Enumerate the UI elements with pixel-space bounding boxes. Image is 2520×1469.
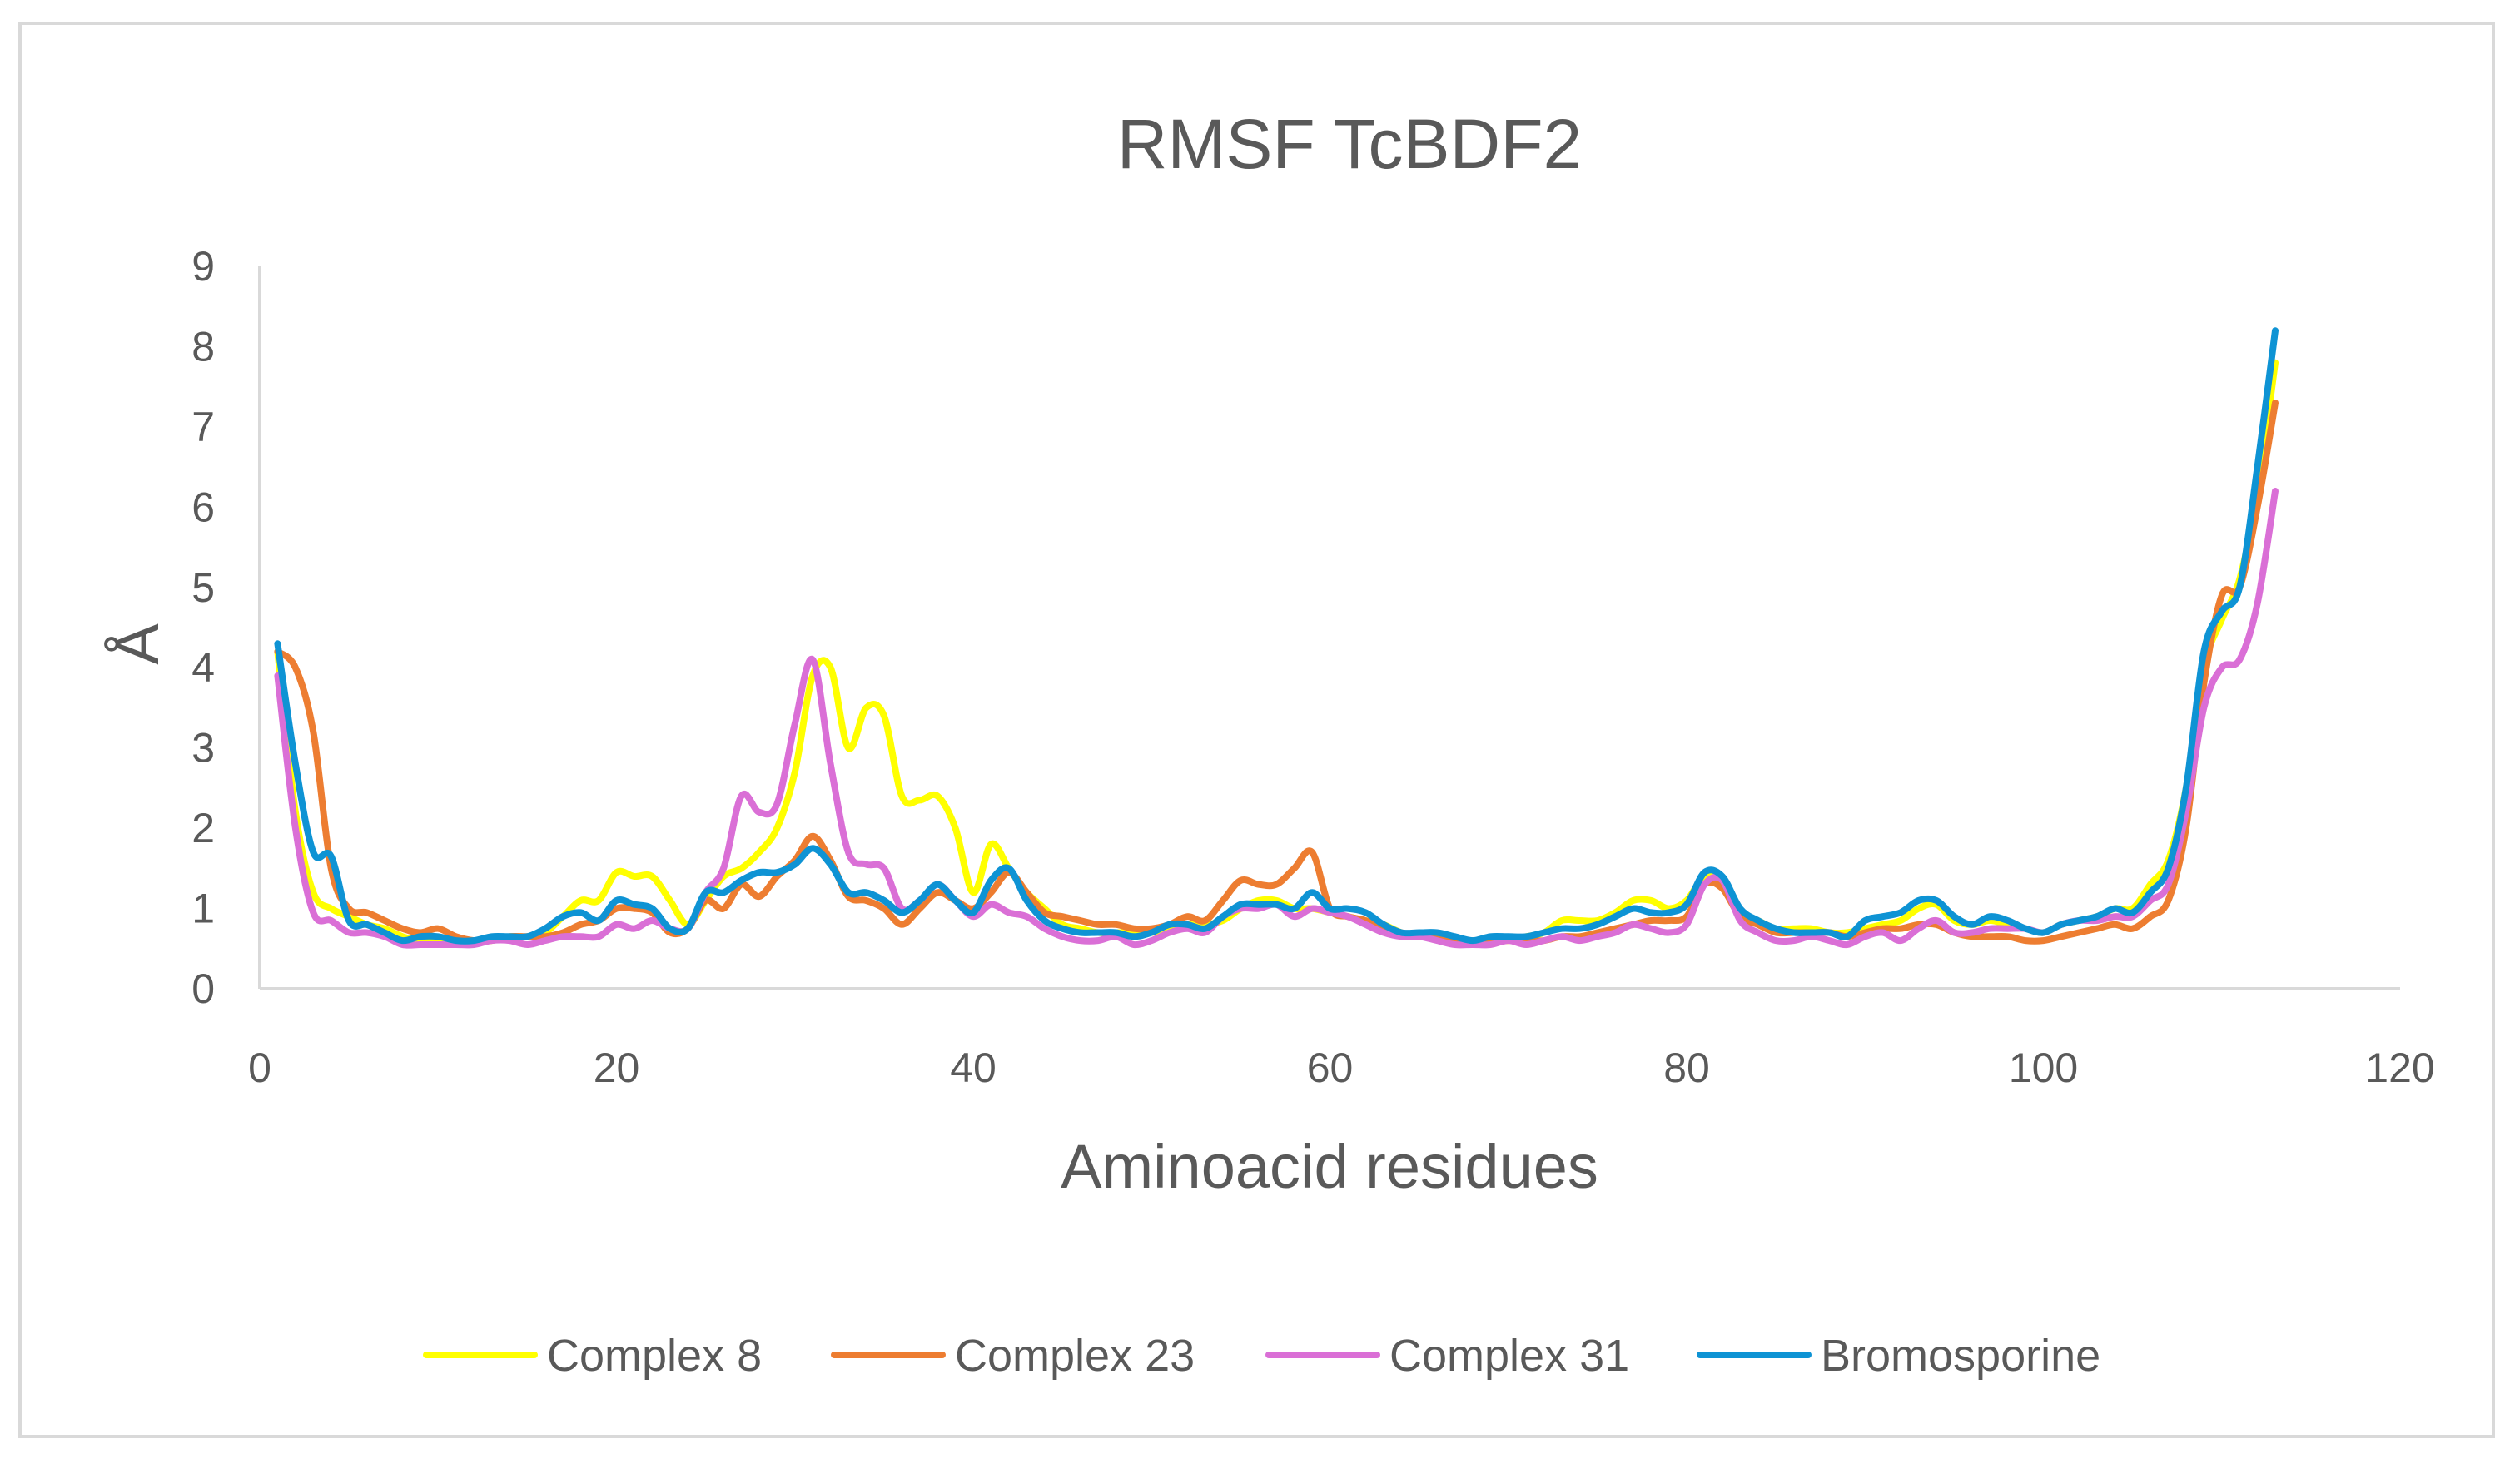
y-axis-ticks: 0 1 2 3 4 5 6 7 8 9 <box>191 243 215 1012</box>
x-tick-label: 20 <box>594 1045 640 1091</box>
y-tick-label: 8 <box>191 323 215 370</box>
legend-label: Complex 23 <box>955 1331 1195 1381</box>
x-tick-label: 0 <box>248 1045 271 1091</box>
legend: Complex 8 Complex 23 Complex 31 Bromosporin… <box>423 1331 2100 1381</box>
chart-title: RMSF TcBDF2 <box>1117 105 1583 183</box>
x-tick-label: 60 <box>1307 1045 1354 1091</box>
series-line-complex-23 <box>274 400 2279 945</box>
series-line-complex-8 <box>274 359 2279 945</box>
x-tick-label: 120 <box>2365 1045 2434 1091</box>
y-tick-label: 7 <box>191 404 215 450</box>
legend-item-complex-31: Complex 31 <box>1265 1331 1629 1381</box>
series-line-complex-31 <box>274 488 2279 949</box>
y-tick-label: 0 <box>191 965 215 1012</box>
y-tick-label: 9 <box>191 243 215 290</box>
x-tick-label: 80 <box>1663 1045 1710 1091</box>
y-tick-label: 2 <box>191 805 215 851</box>
legend-label: Bromosporine <box>1821 1331 2100 1381</box>
chart-frame <box>18 22 2495 1438</box>
y-tick-label: 3 <box>191 725 215 772</box>
series-lines <box>274 327 2279 949</box>
x-axis-ticks: 0 20 40 60 80 100 120 <box>248 1045 2435 1091</box>
y-tick-label: 6 <box>191 484 215 530</box>
legend-item-complex-23: Complex 23 <box>831 1331 1195 1381</box>
legend-item-complex-8: Complex 8 <box>423 1331 762 1381</box>
x-axis-title: Aminoacid residues <box>1061 1132 1598 1201</box>
x-tick-label: 100 <box>2009 1045 2078 1091</box>
y-axis-title: Å <box>102 623 171 665</box>
legend-item-bromosporine: Bromosporine <box>1697 1331 2100 1381</box>
y-tick-label: 5 <box>191 564 215 611</box>
series-line-bromosporine <box>274 327 2279 945</box>
legend-label: Complex 31 <box>1389 1331 1629 1381</box>
x-tick-label: 40 <box>950 1045 997 1091</box>
y-tick-label: 4 <box>191 644 215 691</box>
legend-label: Complex 8 <box>547 1331 762 1381</box>
y-tick-label: 1 <box>191 886 215 932</box>
